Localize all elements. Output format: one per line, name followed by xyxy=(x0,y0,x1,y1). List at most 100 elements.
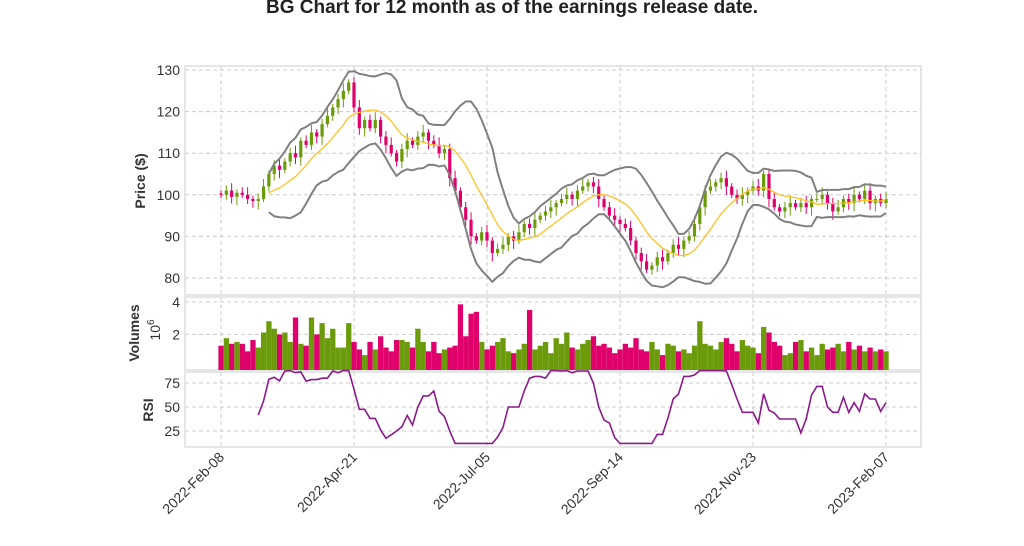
candle-body xyxy=(474,236,478,241)
volume-bar xyxy=(500,338,506,370)
candle-body xyxy=(357,107,361,129)
volume-bar xyxy=(276,334,283,370)
chart-title: BG Chart for 12 month as of the earnings… xyxy=(265,0,758,18)
volume-bar xyxy=(473,311,480,370)
candle-body xyxy=(591,182,595,187)
volume-bar xyxy=(340,347,347,370)
price-tick-label: 110 xyxy=(158,145,181,161)
volume-bar xyxy=(346,323,352,370)
x-tick-label: 2022-Sep-14 xyxy=(558,449,627,518)
volume-bar xyxy=(718,341,724,370)
candle-body xyxy=(730,186,734,195)
candle-body xyxy=(698,207,702,224)
volume-bar xyxy=(367,341,373,370)
volume-bar xyxy=(745,345,751,370)
volume-bar xyxy=(878,349,884,370)
candle-body xyxy=(815,198,819,200)
candle-body xyxy=(809,198,814,208)
volume-bar xyxy=(675,351,682,370)
candle-body xyxy=(740,194,744,199)
candle-body xyxy=(602,198,606,208)
volume-bar xyxy=(798,340,804,370)
volume-scale-exponent: 6 xyxy=(146,319,157,325)
candle-body xyxy=(299,140,303,158)
candle-body xyxy=(746,190,750,195)
volume-bar xyxy=(792,341,799,370)
candle-body xyxy=(416,136,420,145)
volume-bar xyxy=(239,343,245,370)
volume-bar xyxy=(617,349,623,370)
volume-bar xyxy=(713,349,719,370)
volume-bar xyxy=(558,343,565,370)
volume-bar xyxy=(484,349,490,370)
volume-bar xyxy=(596,345,602,370)
volume-bar xyxy=(245,351,251,370)
candle-body xyxy=(772,198,776,208)
volume-bar xyxy=(404,341,410,370)
volume-bar xyxy=(266,321,272,370)
volume-bar xyxy=(298,343,304,370)
volume-bar xyxy=(824,349,831,370)
candle-body xyxy=(623,223,627,229)
rsi-axis-label: RSI xyxy=(140,398,156,421)
volume-bar xyxy=(601,343,607,370)
volume-bar xyxy=(750,347,756,370)
volume-bar xyxy=(335,347,341,370)
volume-bar xyxy=(723,338,730,370)
volume-bar xyxy=(495,341,501,370)
candle-body xyxy=(581,186,585,191)
candle-body xyxy=(703,190,707,208)
volume-bar xyxy=(324,338,331,370)
volume-bar xyxy=(457,304,464,370)
volume-bar xyxy=(447,347,453,370)
x-tick-label: 2022-Jul-05 xyxy=(430,449,494,513)
price-tick-label: 90 xyxy=(164,228,180,244)
candle-body xyxy=(586,182,590,187)
candle-body xyxy=(788,203,792,208)
volume-bar xyxy=(372,349,378,370)
candle-body xyxy=(490,240,494,254)
volume-bar xyxy=(330,328,336,370)
volume-bar xyxy=(771,341,777,370)
candle-body xyxy=(389,144,393,154)
candle-body xyxy=(570,194,574,199)
candle-body xyxy=(352,82,356,108)
volume-bar xyxy=(292,317,299,370)
volume-bar xyxy=(542,341,549,370)
volume-bar xyxy=(612,353,618,370)
candle-body xyxy=(799,203,803,208)
volume-bar xyxy=(840,351,847,370)
candle-body xyxy=(613,215,617,220)
candle-body xyxy=(437,144,441,154)
volume-bar xyxy=(287,341,293,370)
candle-body xyxy=(767,174,771,199)
candle-body xyxy=(315,132,319,137)
candle-body xyxy=(506,236,510,245)
bollinger-upper-line xyxy=(267,70,887,235)
volume-bar xyxy=(218,345,224,370)
volume-bar xyxy=(308,317,315,370)
candle-body xyxy=(272,165,276,174)
volume-bar xyxy=(846,341,852,370)
candle-body xyxy=(825,194,830,204)
candle-body xyxy=(714,182,718,187)
volume-bar xyxy=(564,332,570,370)
candle-body xyxy=(485,232,489,241)
volume-bar xyxy=(777,345,783,370)
volume-bar xyxy=(468,313,474,370)
candle-body xyxy=(235,192,239,197)
candle-body xyxy=(480,232,484,241)
candle-body xyxy=(469,219,473,237)
volume-bar xyxy=(734,351,740,370)
volume-bar xyxy=(787,353,793,370)
candle-body xyxy=(432,140,436,145)
rsi-line xyxy=(257,369,887,445)
price-tick-label: 130 xyxy=(157,62,181,78)
volume-bar xyxy=(415,328,421,370)
candle-body xyxy=(575,190,580,199)
candle-body xyxy=(629,228,633,241)
candle-body xyxy=(442,149,447,154)
volume-bar xyxy=(271,328,277,370)
volume-bar xyxy=(574,349,581,370)
